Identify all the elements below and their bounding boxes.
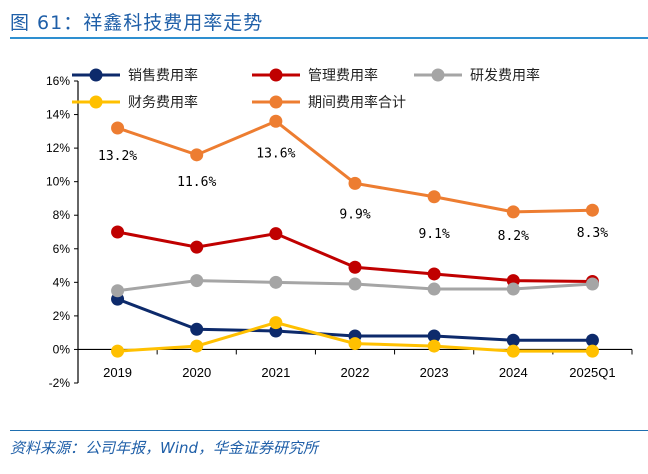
source-divider [10,430,648,431]
legend-label: 管理费用率 [308,67,378,84]
data-point-1 [269,227,283,241]
data-label: 8.3% [577,226,608,241]
data-point-2 [427,282,441,296]
legend-label: 研发费用率 [470,67,540,84]
y-tick-label: 14% [46,108,70,122]
data-point-3 [190,339,204,353]
y-tick-label: 16% [46,74,70,88]
expense-ratio-line-chart: -2% 0% 2% 4% 6% 8% 10% 12% 14% 16% 2019 2020 2021 202… [46,67,633,390]
x-tick-label: 2019 [103,365,132,380]
data-label: 8.2% [498,229,529,244]
legend-label: 销售费用率 [128,67,198,84]
x-tick-label: 2020 [182,365,211,380]
legend-marker [269,68,283,82]
title-divider [10,37,648,39]
data-label: 9.1% [418,227,449,242]
data-point-4 [585,203,599,217]
y-tick-label: 8% [53,208,71,222]
data-point-4 [348,176,362,190]
y-tick-label: 6% [53,242,71,256]
x-tick-label: 2023 [420,365,449,380]
data-point-4 [111,121,125,135]
data-point-0 [190,322,204,336]
data-point-3 [269,316,283,330]
data-point-1 [348,260,362,274]
source-note: 资料来源：公司年报，Wind，华金证券研究所 [10,439,319,457]
y-tick-label: 10% [46,175,70,189]
data-point-4 [506,205,520,219]
data-point-2 [269,275,283,289]
data-point-2 [506,282,520,296]
data-point-1 [190,240,204,254]
data-point-3 [427,339,441,353]
legend-marker [89,95,103,109]
data-label: 13.6% [256,146,295,161]
data-point-1 [427,267,441,281]
data-label: 13.2% [98,149,137,164]
data-point-3 [348,337,362,351]
legend-marker [269,95,283,109]
data-point-3 [585,344,599,358]
data-point-3 [111,344,125,358]
legend-marker [431,68,445,82]
y-tick-label: 12% [46,141,70,155]
figure-title: 图 61：祥鑫科技费用率走势 [10,12,264,34]
data-point-3 [506,344,520,358]
x-tick-label: 2024 [499,365,528,380]
y-tick-label: -2% [49,376,71,390]
data-point-0 [427,329,441,343]
data-point-0 [506,333,520,347]
series-line-4 [117,119,593,214]
x-tick-label: 2025Q1 [569,365,615,380]
data-point-2 [190,274,204,288]
data-point-4 [427,190,441,204]
y-tick-label: 4% [53,275,71,289]
legend-marker [89,68,103,82]
data-point-2 [585,277,599,291]
data-point-2 [348,277,362,291]
y-tick-label: 2% [53,309,71,323]
data-label: 9.9% [339,207,370,222]
data-point-4 [190,148,204,162]
data-point-4 [269,114,283,128]
data-label: 11.6% [177,175,216,190]
legend-label: 财务费用率 [128,94,198,111]
data-point-1 [111,225,125,239]
data-point-0 [585,333,599,347]
y-tick-label: 0% [53,342,71,356]
legend-label: 期间费用率合计 [308,94,406,111]
data-point-2 [111,284,125,298]
x-tick-label: 2022 [341,365,370,380]
x-tick-label: 2021 [261,365,290,380]
